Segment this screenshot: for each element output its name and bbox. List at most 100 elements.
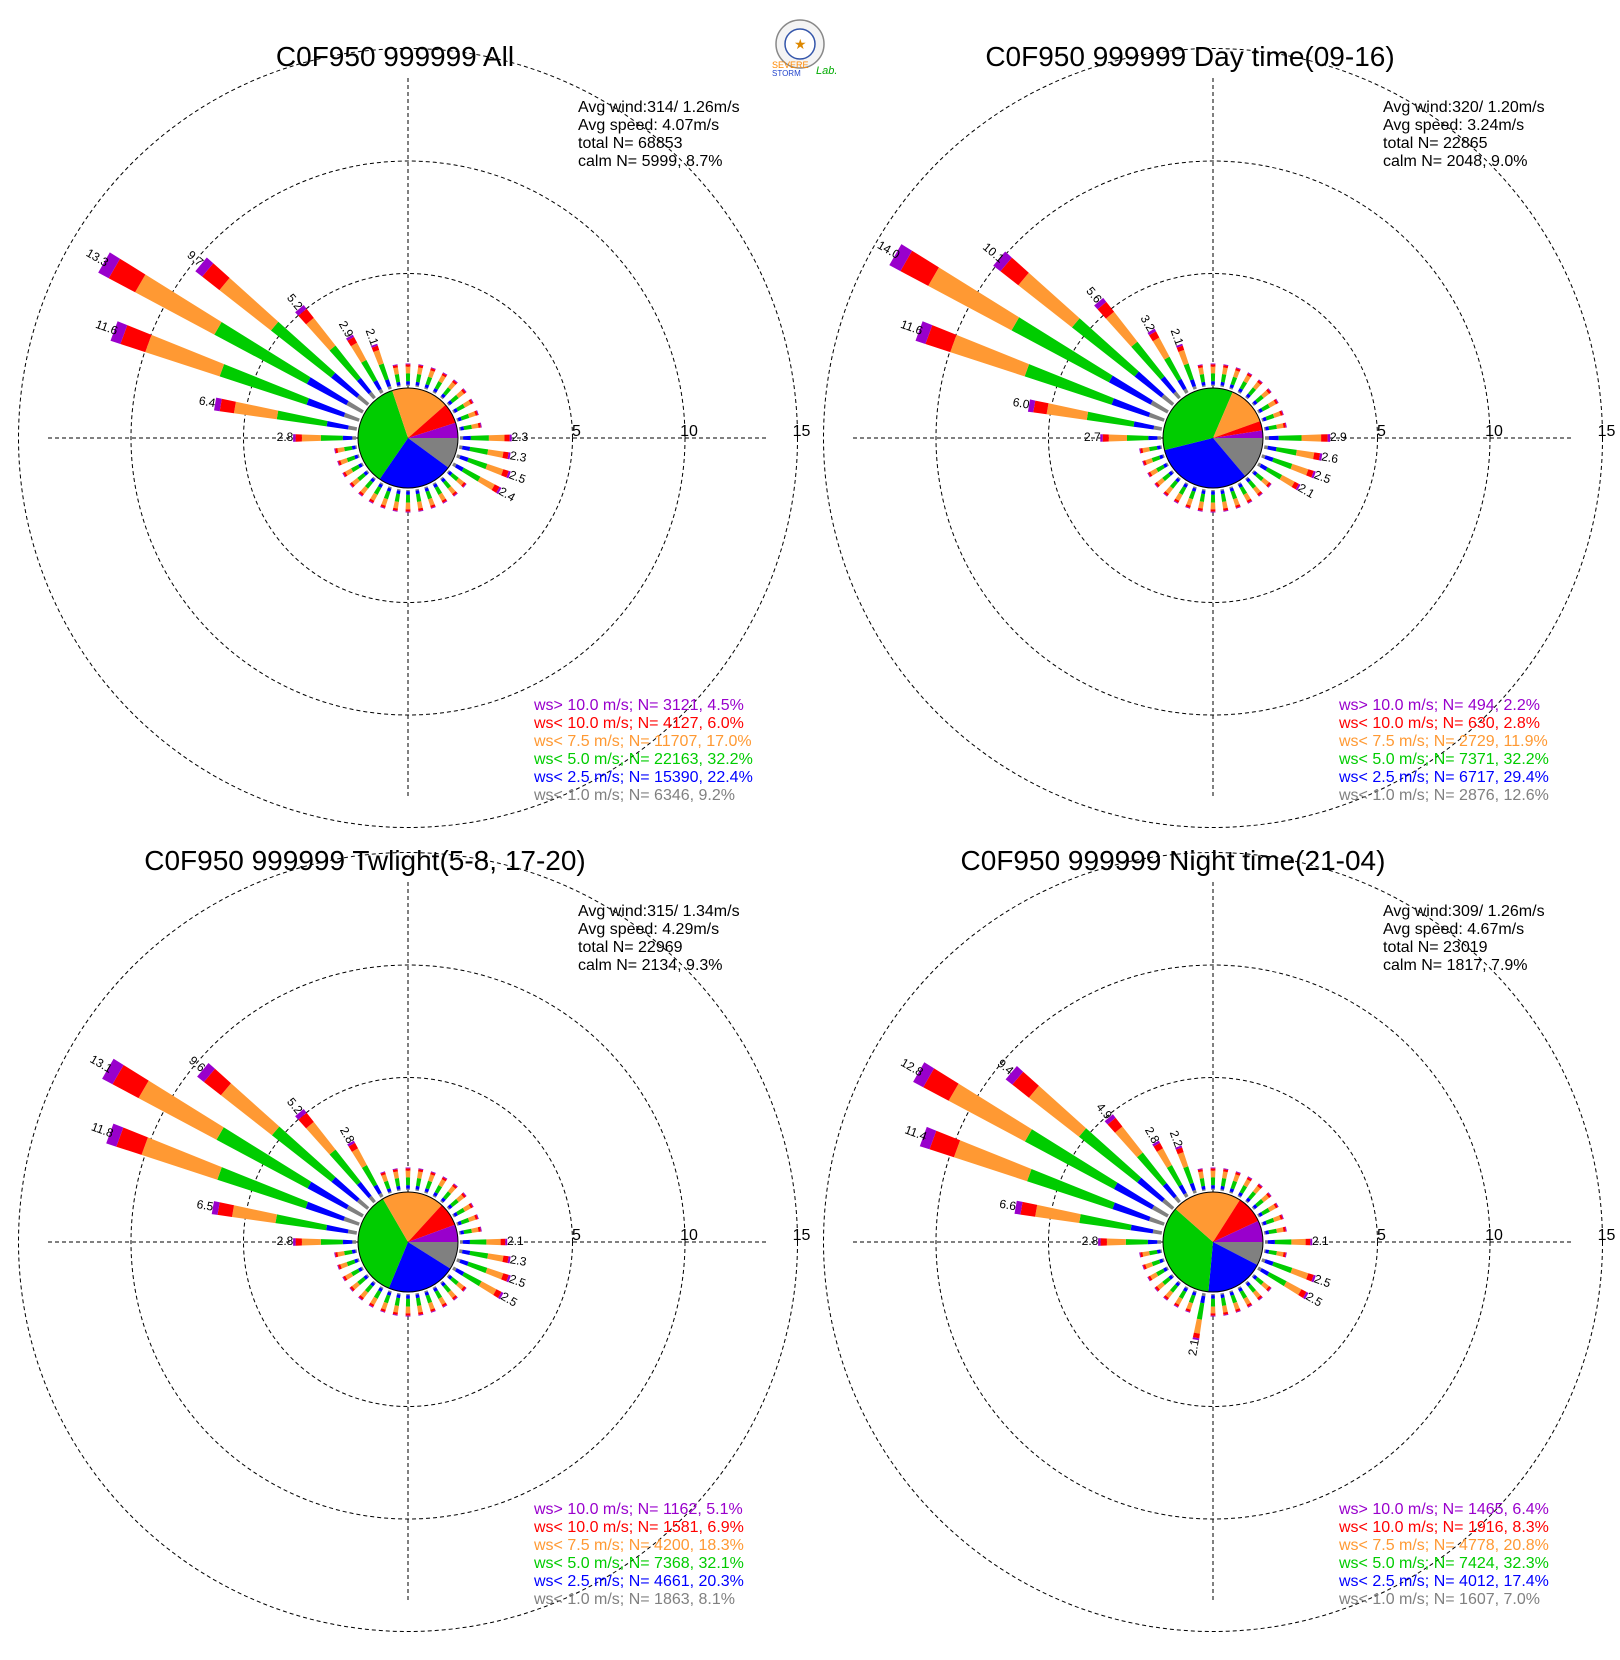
- bar-segment-lt1: [1211, 1188, 1215, 1190]
- panel-day-time: C0F950 999999 Day time(09-16) Avg wind:3…: [823, 41, 1616, 828]
- bar-segment-lt2_5: [1229, 1291, 1235, 1296]
- bar-segment-lt10: [335, 1252, 339, 1258]
- bar-segment-lt10: [1033, 400, 1049, 415]
- bar-segment-lt10: [392, 1169, 398, 1173]
- bar-segment-lt1: [1257, 409, 1261, 414]
- bar-segment-lt5: [1268, 1250, 1277, 1256]
- bar-segment-lt10: [501, 1273, 509, 1282]
- bar-segment-lt7_5: [1279, 475, 1295, 487]
- bar-segment-lt10: [1210, 1313, 1216, 1316]
- bar-total-label: 2.5: [507, 468, 528, 487]
- bar-segment-lt5: [1210, 1177, 1216, 1186]
- bar-segment-lt5: [383, 490, 391, 500]
- bar-segment-lt2_5: [370, 477, 376, 483]
- bar-segment-lt10: [1266, 1286, 1271, 1292]
- bar-segment-gt10: [1100, 434, 1103, 442]
- bar-segment-lt10: [116, 1127, 148, 1155]
- bar-segment-lt2_5: [358, 1267, 363, 1272]
- legend-entry-lt1: ws< 1.0 m/s; N= 2876, 12.6%: [1338, 787, 1549, 804]
- bar-segment-lt7_5: [1028, 1085, 1087, 1137]
- legend-entry-gt10: ws> 10.0 m/s; N= 3121, 4.5%: [533, 697, 744, 714]
- bar-segment-lt2_5: [342, 1239, 353, 1245]
- bar-segment-lt10: [1000, 257, 1029, 286]
- pie-slice-lt10: [1213, 1199, 1259, 1242]
- bar-segment-lt10: [1163, 491, 1169, 496]
- bar-segment-lt1: [456, 1222, 459, 1226]
- bar-segment-lt10: [405, 1313, 411, 1316]
- bar-segment-lt10: [493, 1289, 502, 1298]
- bar-segment-lt7_5: [1295, 449, 1315, 460]
- bar-segment-lt5: [1230, 490, 1238, 500]
- bar-segment-gt10: [1285, 1226, 1287, 1232]
- bar-segment-lt1: [1152, 1229, 1163, 1235]
- bar-segment-gt10: [453, 1183, 458, 1188]
- panel-title: C0F950 999999 Twlight(5-8, 17-20): [144, 845, 586, 876]
- bar-total-label: 2.8: [277, 1234, 294, 1248]
- bar-segment-lt10: [1282, 422, 1286, 428]
- bar-segment-lt5: [1178, 1290, 1187, 1299]
- bar-segment-lt2_5: [373, 1184, 382, 1195]
- bar-segment-lt10: [1197, 365, 1203, 369]
- bar-segment-lt1: [1229, 387, 1233, 390]
- bar-segment-lt1: [1153, 425, 1163, 431]
- bar-segment-gt10: [476, 1214, 479, 1220]
- bar-segment-lt7_5: [487, 449, 504, 458]
- bar-segment-lt1: [406, 1294, 410, 1296]
- bar-segment-lt5: [1183, 1166, 1194, 1185]
- bar-segment-lt7_5: [1272, 411, 1281, 418]
- bar-segment-lt1: [1148, 1216, 1165, 1226]
- bar-segment-lt10: [1273, 1203, 1278, 1209]
- grid-ring: [243, 1077, 573, 1407]
- bar-segment-lt2_5: [1178, 1184, 1187, 1195]
- bar-segment-lt5: [1248, 387, 1257, 396]
- bar-segment-gt10: [889, 244, 913, 272]
- legend-entry-lt5: ws< 5.0 m/s; N= 7424, 32.3%: [1338, 1555, 1549, 1572]
- bar-segment-lt1: [352, 1240, 356, 1244]
- bar-segment-lt5: [1156, 1268, 1165, 1277]
- bar-segment-gt10: [1197, 510, 1203, 512]
- bar-segment-lt2_5: [1156, 445, 1161, 450]
- bar-segment-lt1: [1162, 454, 1165, 458]
- bar-total-label: 2.2: [1167, 1129, 1186, 1150]
- legend-entry-lt7_5: ws< 7.5 m/s; N= 11707, 17.0%: [533, 733, 752, 750]
- bar-segment-lt10: [358, 1295, 364, 1300]
- bar-segment-lt10: [1306, 1273, 1314, 1282]
- bar-segment-lt5: [1166, 1165, 1183, 1187]
- bar-segment-lt1: [1202, 488, 1206, 491]
- bar-segment-lt1: [1184, 1286, 1189, 1290]
- bar-segment-lt10: [418, 1169, 424, 1173]
- bar-segment-lt1: [1173, 391, 1181, 400]
- logo-text-severe: SEVERE: [772, 60, 809, 70]
- legend-entry-lt1: ws< 1.0 m/s; N= 1607, 7.0%: [1338, 1591, 1540, 1608]
- bar-segment-lt10: [1279, 1214, 1283, 1220]
- bar-segment-lt7_5: [1252, 1185, 1261, 1194]
- legend-entry-lt10: ws< 10.0 m/s; N= 4127, 6.0%: [533, 715, 744, 732]
- bar-segment-lt5: [1255, 394, 1264, 403]
- bar-segment-lt2_5: [356, 1181, 372, 1199]
- bar-segment-lt2_5: [1259, 463, 1268, 471]
- bar-segment-lt1: [1220, 488, 1224, 491]
- bar-segment-lt10: [1321, 434, 1328, 442]
- bar-segment-lt2_5: [457, 1220, 462, 1226]
- bar-segment-lt2_5: [447, 470, 453, 476]
- bar-segment-lt10: [1192, 1332, 1200, 1339]
- bar-segment-lt7_5: [306, 317, 336, 351]
- bar-segment-lt5: [1149, 446, 1158, 452]
- bar-segment-lt1: [1177, 476, 1181, 480]
- bar-segment-gt10: [1267, 1192, 1272, 1197]
- bar-segment-lt7_5: [428, 370, 435, 379]
- bar-segment-lt7_5: [1210, 366, 1216, 374]
- bar-segment-lt1: [1161, 394, 1175, 406]
- logo: ★ SEVERE STORM Lab.: [772, 19, 837, 78]
- bar-segment-lt1: [1192, 1189, 1197, 1194]
- bar-segment-lt10: [1175, 1147, 1184, 1155]
- bar-segment-lt5: [1268, 1228, 1277, 1234]
- bar-segment-lt7_5: [1210, 1170, 1216, 1178]
- bar-segment-lt5: [1275, 447, 1297, 456]
- bar-total-label: 2.7: [1084, 430, 1101, 444]
- bar-segment-lt2_5: [1189, 1182, 1196, 1191]
- bar-segment-lt5: [1274, 1239, 1292, 1245]
- bar-segment-lt1: [415, 1292, 419, 1295]
- bar-segment-lt5: [434, 486, 443, 495]
- bar-segment-lt2_5: [424, 487, 430, 492]
